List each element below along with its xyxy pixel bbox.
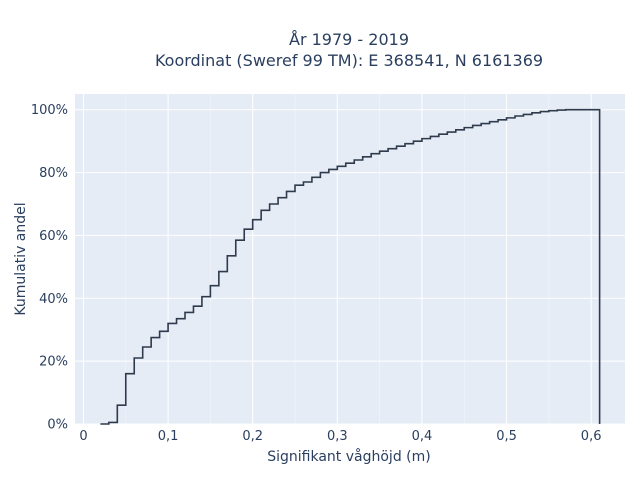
gridlines xyxy=(75,94,625,425)
plot-area xyxy=(75,94,625,424)
x-tick-label: 0,3 xyxy=(327,429,348,444)
x-tick-label: 0 xyxy=(79,429,87,444)
cumulative-step-line xyxy=(100,108,601,425)
x-tick-label: 0,6 xyxy=(581,429,602,444)
y-tick-label: 40% xyxy=(39,292,68,307)
y-tick-label: 20% xyxy=(39,355,68,370)
x-tick-label: 0,5 xyxy=(496,429,517,444)
y-axis-title: Kumulativ andel xyxy=(13,202,29,315)
chart-subtitle: Koordinat (Sweref 99 TM): E 368541, N 61… xyxy=(155,51,543,70)
chart-title: År 1979 - 2019 xyxy=(289,30,409,49)
x-tick-label: 0,2 xyxy=(242,429,263,444)
y-tick-label: 60% xyxy=(39,229,68,244)
y-tick-label: 0% xyxy=(47,418,68,433)
minor-gridlines xyxy=(125,94,550,424)
x-tick-label: 0,4 xyxy=(412,429,433,444)
x-tick-label: 0,1 xyxy=(158,429,179,444)
y-tick-label: 100% xyxy=(31,103,68,118)
y-axis-ticks: 0% 20% 40% 60% 80% 100% xyxy=(31,103,68,432)
x-axis-ticks: 0 0,1 0,2 0,3 0,4 0,5 0,6 xyxy=(79,429,601,444)
y-tick-label: 80% xyxy=(39,166,68,181)
x-axis-title: Signifikant våghöjd (m) xyxy=(267,448,430,465)
